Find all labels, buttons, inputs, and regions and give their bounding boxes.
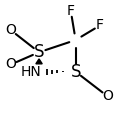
Text: HN: HN xyxy=(20,65,41,79)
Text: O: O xyxy=(102,89,113,103)
Text: S: S xyxy=(34,43,44,61)
Text: O: O xyxy=(5,57,16,71)
Polygon shape xyxy=(36,59,42,64)
Text: S: S xyxy=(70,63,81,81)
Text: F: F xyxy=(67,4,75,18)
Text: O: O xyxy=(5,23,16,37)
Text: F: F xyxy=(96,18,104,32)
